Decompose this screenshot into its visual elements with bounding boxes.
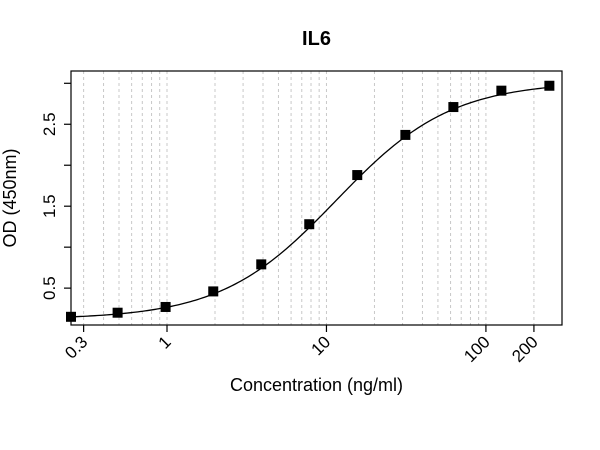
y-tick-label: 1.5 (40, 194, 59, 218)
data-point (544, 80, 555, 91)
chart-title: IL6 (302, 28, 331, 50)
plot-frame (70, 70, 563, 326)
data-point (496, 85, 507, 96)
x-tick-label: 10 (307, 332, 334, 359)
data-point (112, 307, 123, 318)
data-points (66, 80, 555, 322)
grid-lines (83, 71, 535, 325)
data-point (400, 129, 411, 140)
data-point (304, 219, 315, 230)
x-axis-label: Concentration (ng/ml) (230, 375, 403, 395)
y-axis-label: OD (450nm) (0, 148, 20, 247)
x-axis: 0.3 1 10 100 200 (61, 325, 542, 366)
x-tick-label: 200 (508, 332, 541, 365)
y-axis: 0.5 1.5 2.5 (40, 82, 71, 300)
data-point (208, 286, 219, 297)
y-tick-label: 0.5 (40, 276, 59, 300)
data-point (160, 301, 171, 312)
data-point (352, 170, 363, 181)
y-tick-label: 2.5 (40, 112, 59, 136)
x-tick-label: 0.3 (61, 332, 91, 362)
data-point (256, 259, 267, 270)
x-tick-label: 100 (460, 332, 493, 365)
data-point (448, 102, 459, 113)
x-tick-label: 1 (155, 332, 175, 352)
